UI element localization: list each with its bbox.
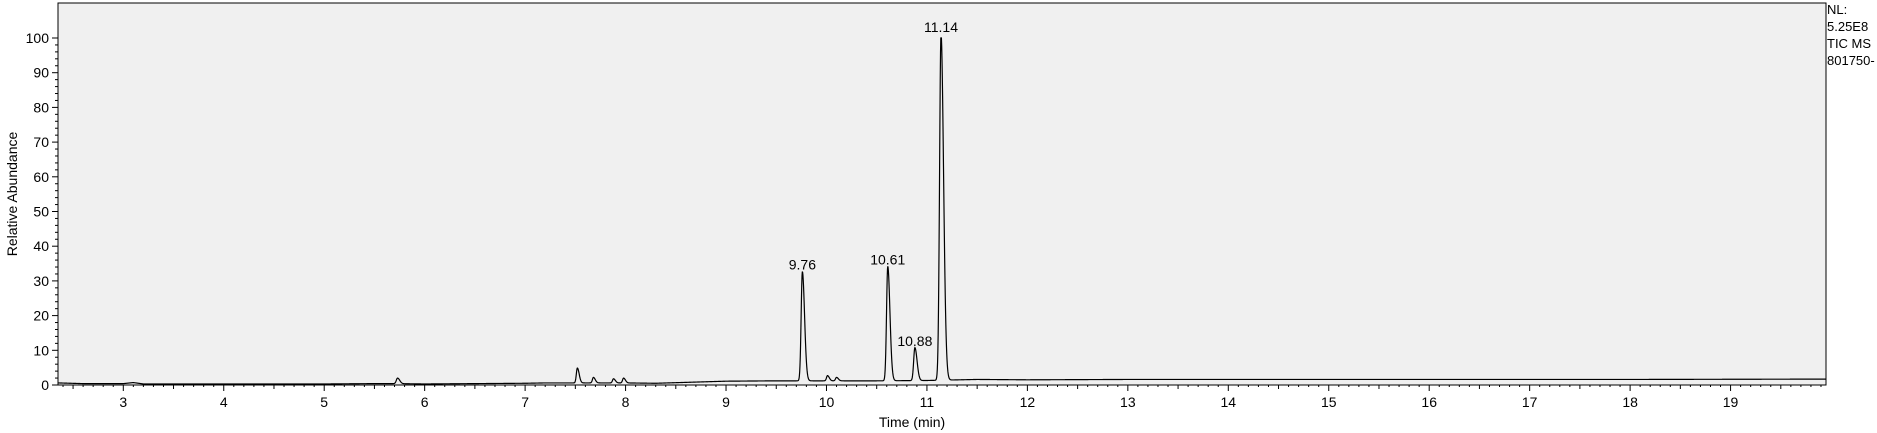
- x-axis: 3 4 5 6 7 8 9 10 11 12 13 14 15 16 17 18 19: [62, 385, 1822, 410]
- y-tick-label: 80: [33, 99, 49, 115]
- peak-label: 9.76: [789, 257, 816, 273]
- x-tick-label: 5: [320, 394, 328, 410]
- x-tick-label: 6: [421, 394, 429, 410]
- trace-info-label: 801750-: [1827, 53, 1875, 68]
- x-tick-label: 3: [119, 394, 127, 410]
- x-tick-label: 18: [1622, 394, 1638, 410]
- y-axis-title: Relative Abundance: [4, 132, 20, 257]
- y-tick-label: 100: [26, 30, 50, 46]
- x-tick-label: 9: [722, 394, 730, 410]
- y-tick-label: 70: [33, 134, 49, 150]
- peak-annotations: 9.76 10.61 10.88 11.14: [789, 19, 958, 349]
- x-tick-label: 4: [220, 394, 228, 410]
- y-tick-label: 0: [41, 377, 49, 393]
- x-tick-label: 15: [1321, 394, 1337, 410]
- peak-label: 10.88: [897, 333, 932, 349]
- y-tick-label: 50: [33, 204, 49, 220]
- x-tick-label: 12: [1020, 394, 1036, 410]
- x-tick-label: 10: [819, 394, 835, 410]
- trace-info-labels: NL: 5.25E8 TIC MS 801750-: [1827, 2, 1875, 68]
- x-tick-label: 14: [1221, 394, 1237, 410]
- x-tick-label: 19: [1723, 394, 1739, 410]
- trace-info-label: NL:: [1827, 2, 1847, 17]
- y-tick-label: 30: [33, 273, 49, 289]
- peak-label: 11.14: [924, 19, 958, 35]
- trace-info-label: TIC MS: [1827, 36, 1871, 51]
- y-axis: 0 10 20 30 40 50 60 70 80 90 100: [26, 30, 58, 393]
- y-tick-label: 20: [33, 308, 49, 324]
- x-tick-label: 16: [1421, 394, 1437, 410]
- y-tick-label: 40: [33, 238, 49, 254]
- trace-info-label: 5.25E8: [1827, 19, 1868, 34]
- x-tick-label: 11: [920, 394, 935, 410]
- x-tick-label: 17: [1522, 394, 1538, 410]
- peak-label: 10.61: [870, 251, 905, 267]
- y-tick-label: 10: [33, 342, 49, 358]
- y-tick-label: 90: [33, 65, 49, 81]
- x-tick-label: 13: [1120, 394, 1136, 410]
- x-tick-label: 8: [622, 394, 630, 410]
- x-axis-title: Time (min): [879, 414, 945, 430]
- y-tick-label: 60: [33, 169, 49, 185]
- x-tick-label: 7: [521, 394, 529, 410]
- tic-trace-line: [57, 37, 1826, 385]
